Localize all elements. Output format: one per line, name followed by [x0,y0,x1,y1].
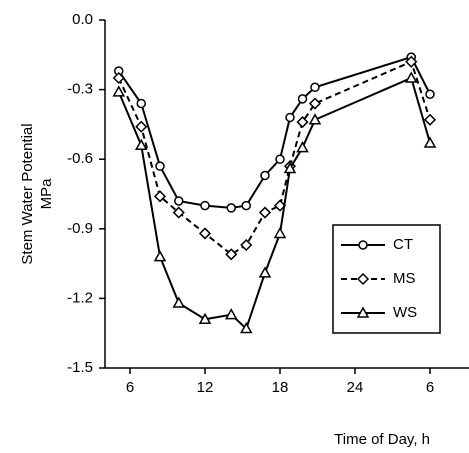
legend-label: WS [393,304,417,321]
data-point [258,266,272,278]
data-point [112,85,126,97]
x-tick-label: 12 [197,379,214,396]
legend-marker [356,306,370,318]
y-tick-label: -0.6 [67,150,93,167]
data-point [172,206,185,219]
legend-label: CT [393,236,413,253]
data-point [134,138,148,151]
y-tick-label: -1.5 [67,359,93,376]
x-tick-label: 6 [426,379,434,396]
data-point [260,170,270,181]
legend-marker [358,240,368,250]
y-axis-label: MPa [38,178,55,210]
data-point [225,248,238,261]
x-tick-label: 24 [347,379,364,396]
x-tick-label: 18 [272,379,289,396]
data-point [240,238,253,252]
data-point [258,206,272,219]
data-point [273,199,287,212]
y-tick-label: -1.2 [67,289,93,306]
y-tick-label: 0.0 [72,11,93,28]
data-point [310,82,320,93]
y-tick-label: -0.9 [67,220,93,237]
data-point [112,71,125,85]
data-point [296,141,309,153]
x-tick-label: 6 [126,379,134,396]
data-point [285,112,295,123]
data-point [155,161,165,171]
data-point [423,113,437,126]
series-line [117,55,431,209]
data-point [135,120,148,133]
y-tick-label: -0.3 [67,81,93,98]
data-point [198,227,212,240]
legend-label: MS [393,270,416,287]
data-point [297,94,308,104]
data-point [283,161,297,174]
data-point [308,97,322,110]
data-point [405,55,418,68]
data-point [296,116,309,129]
data-point [425,89,435,99]
data-point [241,200,251,211]
legend-marker [356,272,370,286]
data-point [174,196,184,206]
data-point [153,250,167,262]
data-point [273,226,287,239]
y-axis-label: Stem Water Potential [19,123,36,264]
data-point [226,203,236,213]
data-point [308,113,322,125]
x-axis-label: Time of Day, h [334,431,430,448]
data-point [153,190,167,203]
data-point [423,136,437,148]
data-point [404,71,418,83]
data-point [172,296,186,308]
data-point [198,312,212,325]
data-point [224,308,238,320]
data-point [136,98,146,109]
legend-box [332,224,441,334]
data-point [239,322,253,334]
data-point [275,154,285,164]
data-point [200,200,210,211]
